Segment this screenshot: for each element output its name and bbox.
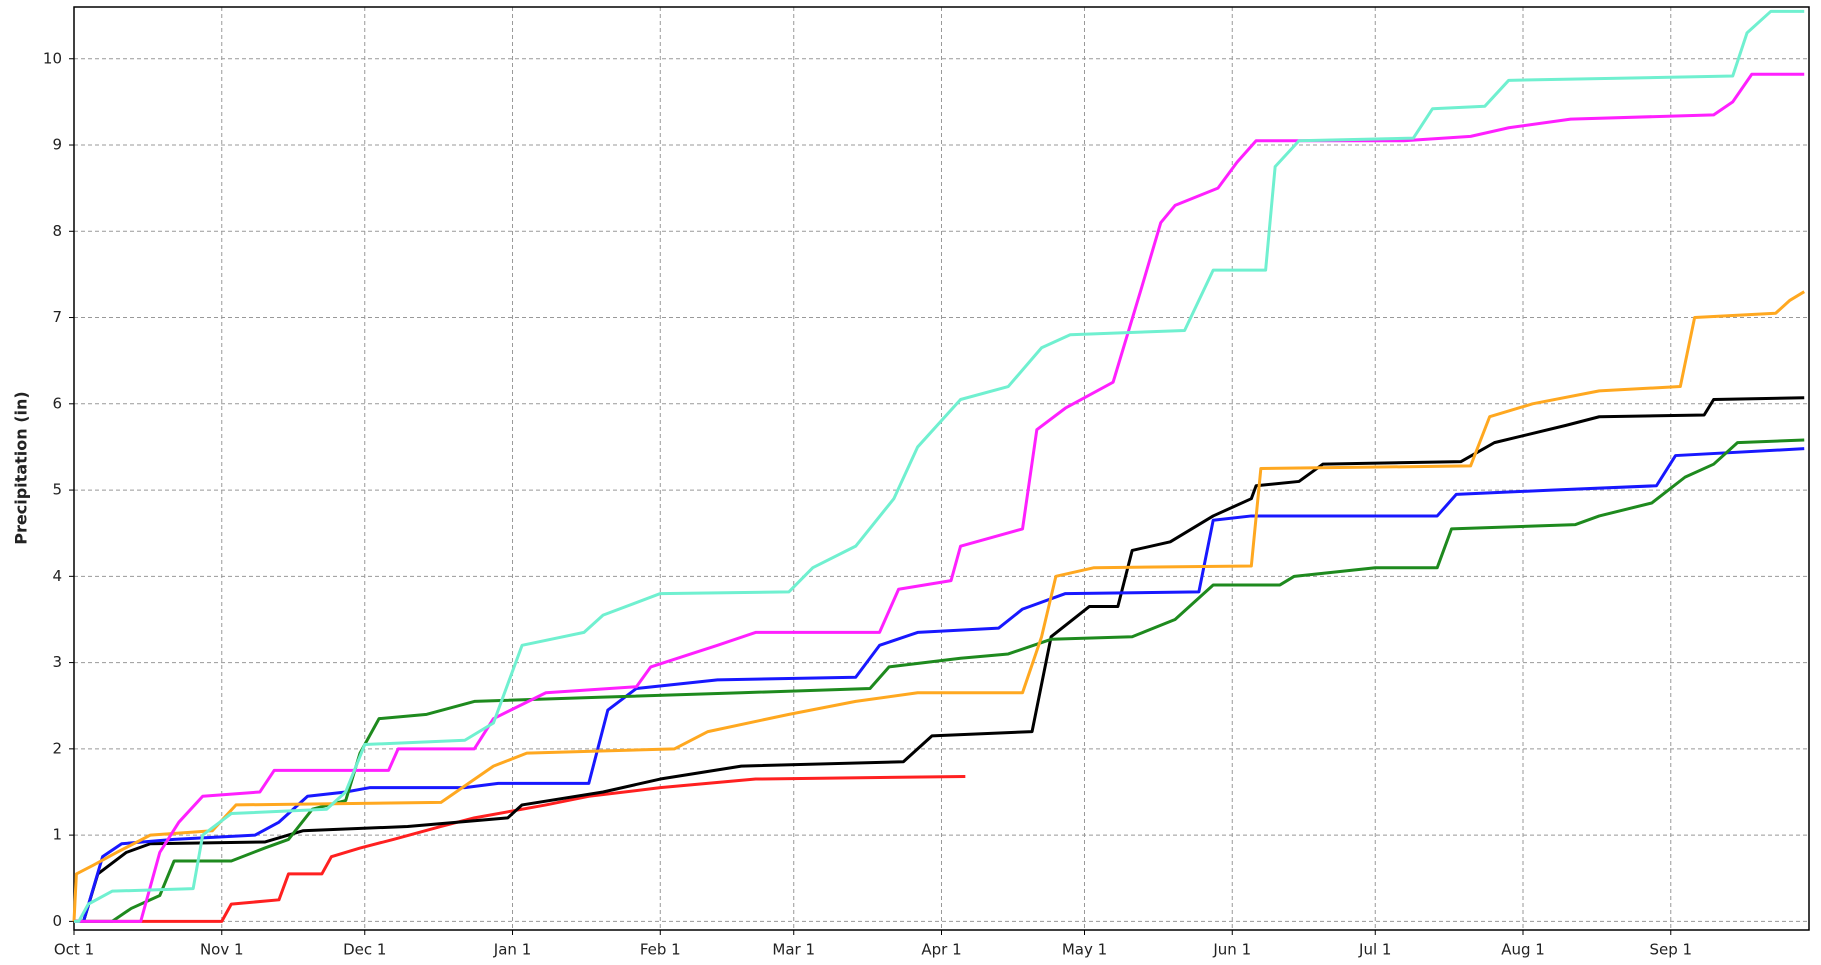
series-line [74,396,1805,923]
x-tick-label: Dec 1 [343,941,386,959]
series-line [72,290,1806,922]
y-tick-label: 5 [52,481,62,499]
y-tick-label: 3 [52,653,62,671]
y-tick-label: 9 [52,136,62,154]
x-tick-label: Jul 1 [1358,941,1391,959]
x-tick-label: Oct 1 [54,941,94,959]
x-tick-label: May 1 [1062,941,1107,959]
y-tick-label: 6 [52,394,62,412]
y-tick-label: 2 [52,739,62,757]
y-tick-label: 4 [52,567,62,585]
y-tick-label: 1 [52,826,62,844]
x-tick-label: Jan 1 [493,941,531,959]
x-tick-label: Aug 1 [1501,941,1545,959]
y-axis-label: Precipitation (in) [12,391,31,544]
x-tick-label: Mar 1 [772,941,815,959]
series-line [74,447,1805,923]
series-line [74,9,1805,923]
y-tick-label: 7 [52,308,62,326]
y-tick-label: 8 [52,222,62,240]
plot-frame [73,6,1810,931]
x-tick-label: Apr 1 [921,941,961,959]
x-tick-label: Jun 1 [1212,941,1251,959]
y-tick-label: 10 [43,49,62,67]
x-tick-label: Nov 1 [200,941,244,959]
x-tick-label: Feb 1 [640,941,681,959]
series-line [74,72,1805,923]
x-tick-label: Sep 1 [1649,941,1692,959]
series-line [74,774,966,923]
y-tick-label: 0 [52,912,62,930]
series-line [74,438,1805,923]
